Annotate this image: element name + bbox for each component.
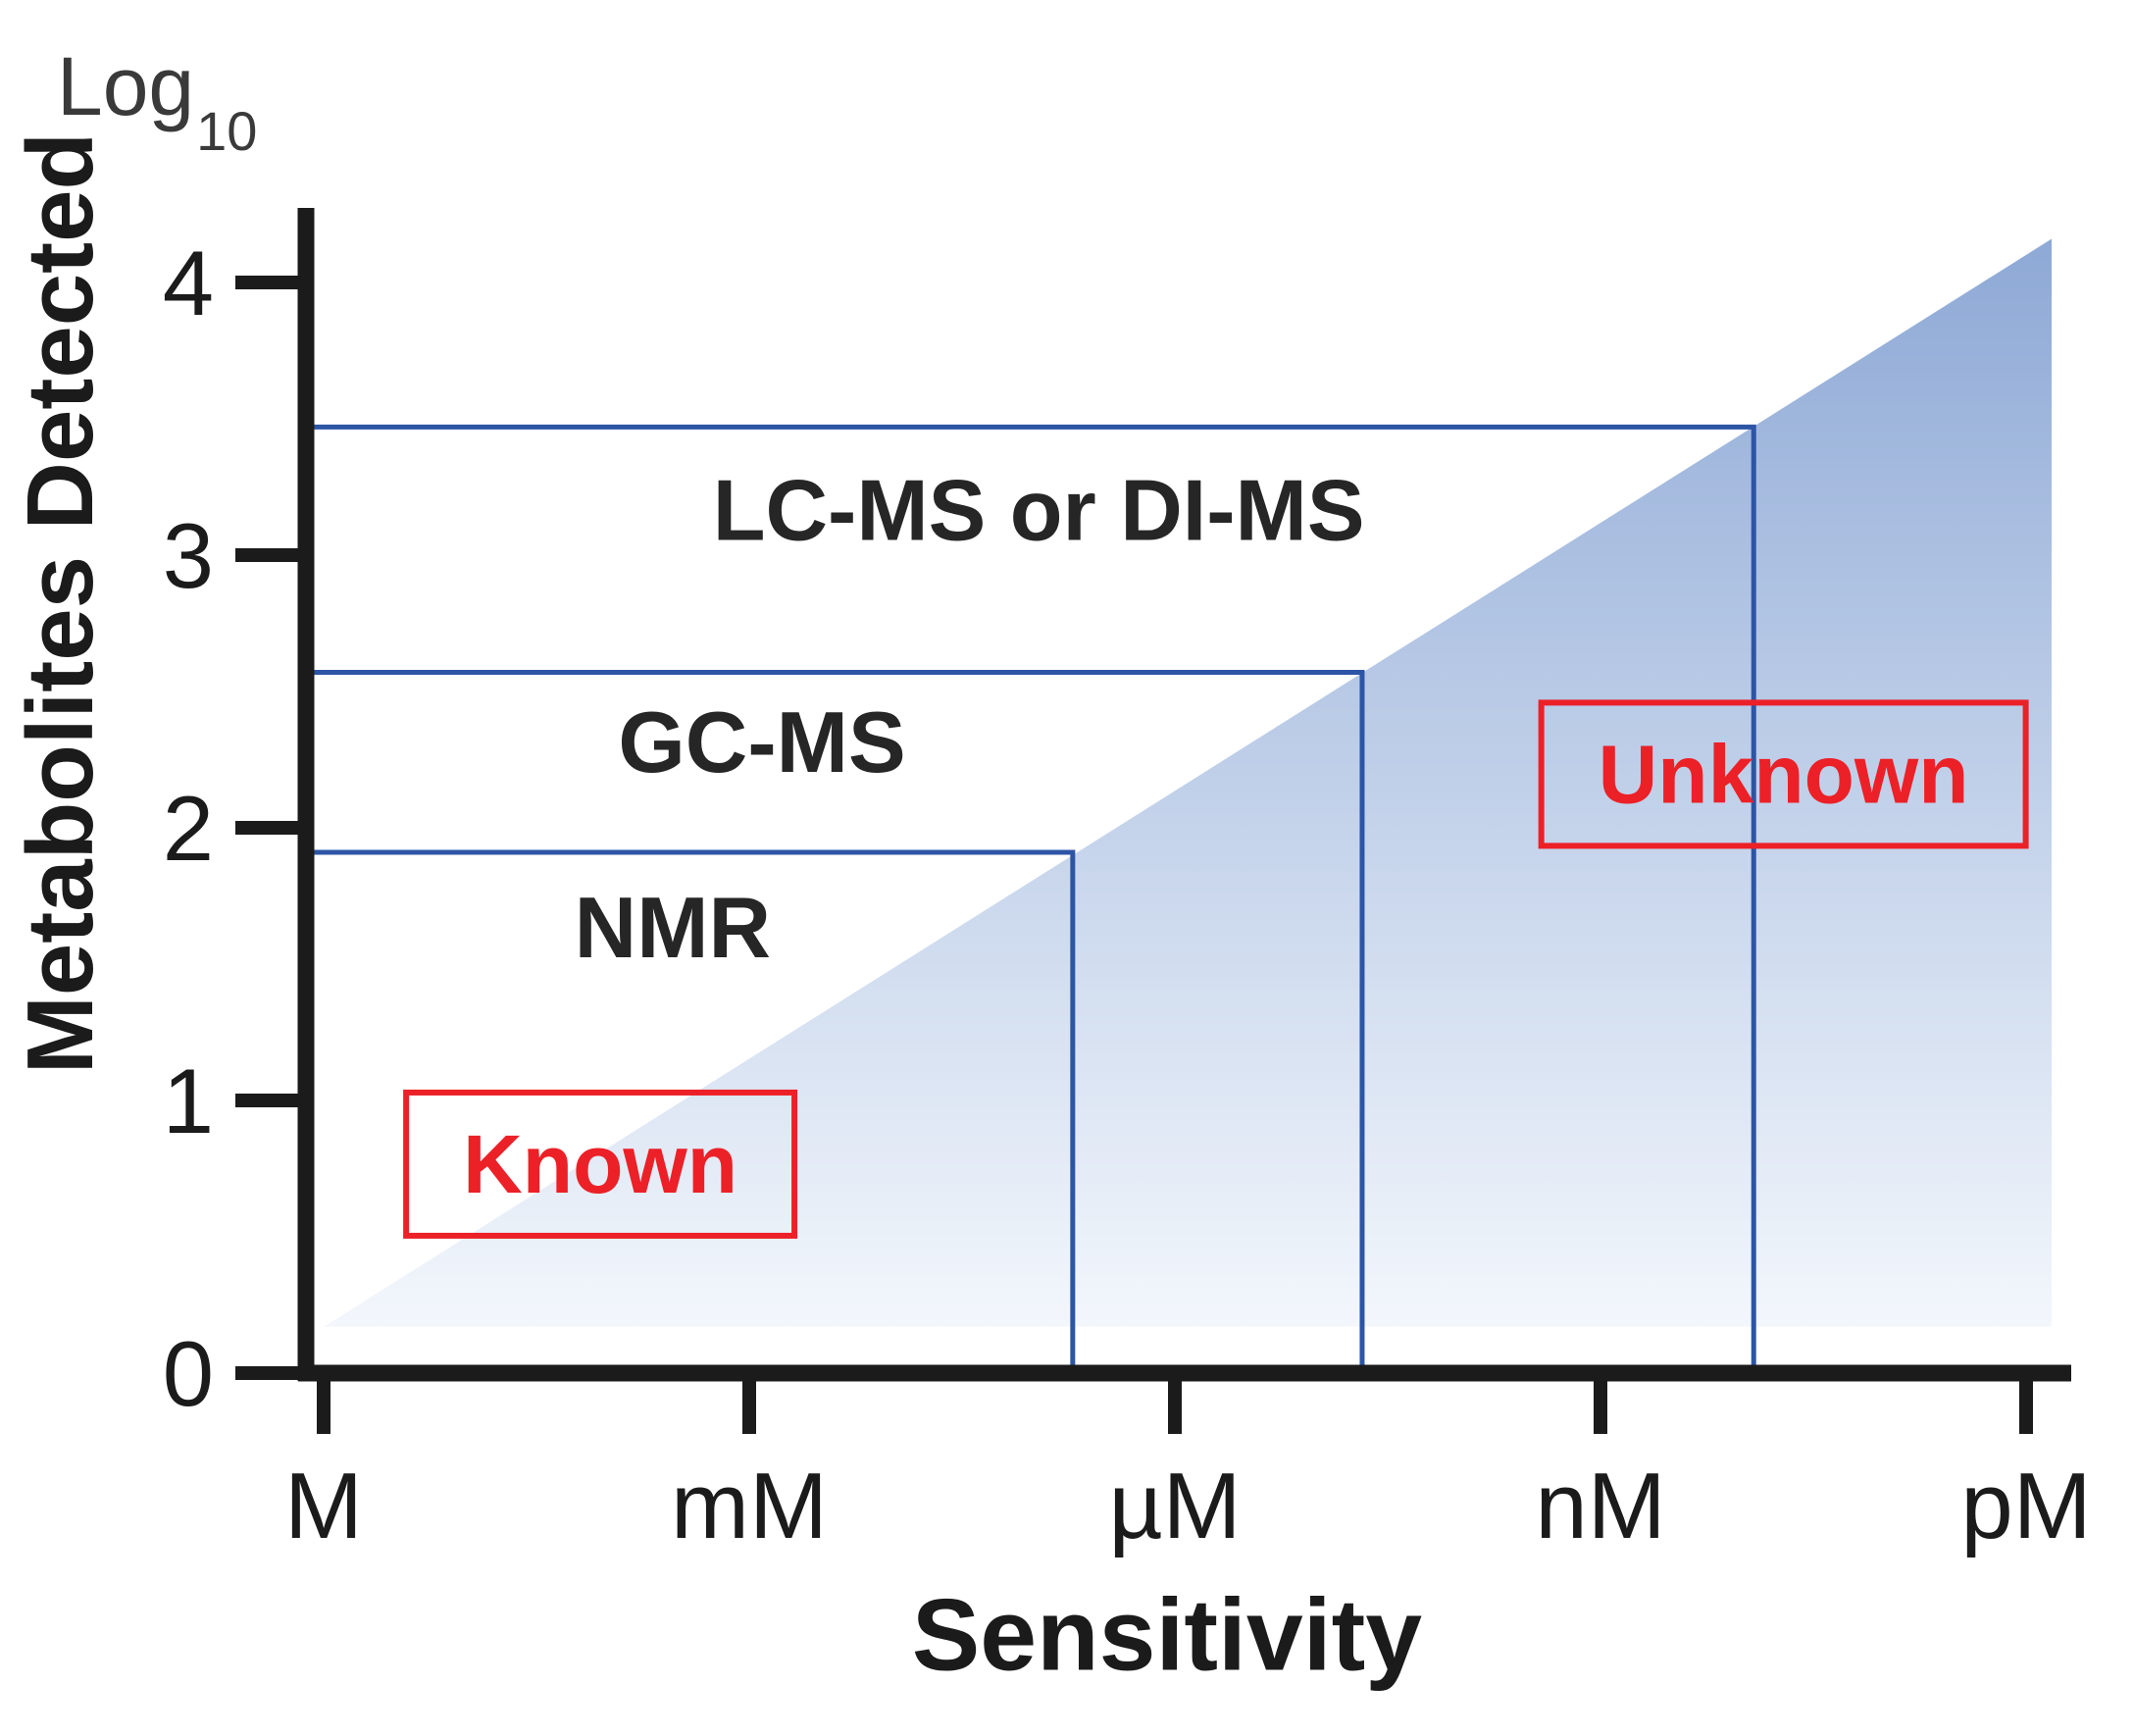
log-text: Log xyxy=(57,40,195,132)
technique-label-gc-ms: GC-MS xyxy=(618,693,905,791)
annotation-label-unknown: Unknown xyxy=(1599,728,1969,820)
y-tick-label-4: 4 xyxy=(163,231,214,334)
technique-label-lc-ms-or-di-ms: LC-MS or DI-MS xyxy=(713,462,1365,559)
x-tick-label-m: M xyxy=(284,1454,363,1558)
x-axis-title: Sensitivity xyxy=(911,1578,1423,1693)
annotation-box-known xyxy=(403,1089,798,1239)
y-tick-label-0: 0 xyxy=(163,1322,214,1425)
x-tick-label-nm: nM xyxy=(1535,1454,1665,1558)
technique-boundary-nmr xyxy=(314,849,1076,1373)
x-tick-label-pm: pM xyxy=(1960,1454,2091,1558)
technique-boundary-lc-ms-or-di-ms xyxy=(314,424,1756,1373)
log-subscript: 10 xyxy=(196,99,258,162)
y-axis-unit-label: Log10 xyxy=(57,39,257,162)
y-tick-label-1: 1 xyxy=(163,1049,214,1152)
annotation-box-unknown xyxy=(1538,699,2029,849)
y-axis-title: Metabolites Detected xyxy=(8,131,113,1075)
annotation-label-known: Known xyxy=(463,1118,737,1210)
x-tick-label-m: µM xyxy=(1108,1454,1241,1558)
y-tick-label-3: 3 xyxy=(163,504,214,607)
detectable-region-triangle xyxy=(324,238,2053,1327)
technique-label-nmr: NMR xyxy=(575,879,771,976)
x-tick-label-mm: mM xyxy=(671,1454,828,1558)
y-tick-label-2: 2 xyxy=(163,777,214,880)
technique-boundary-gc-ms xyxy=(314,670,1365,1373)
